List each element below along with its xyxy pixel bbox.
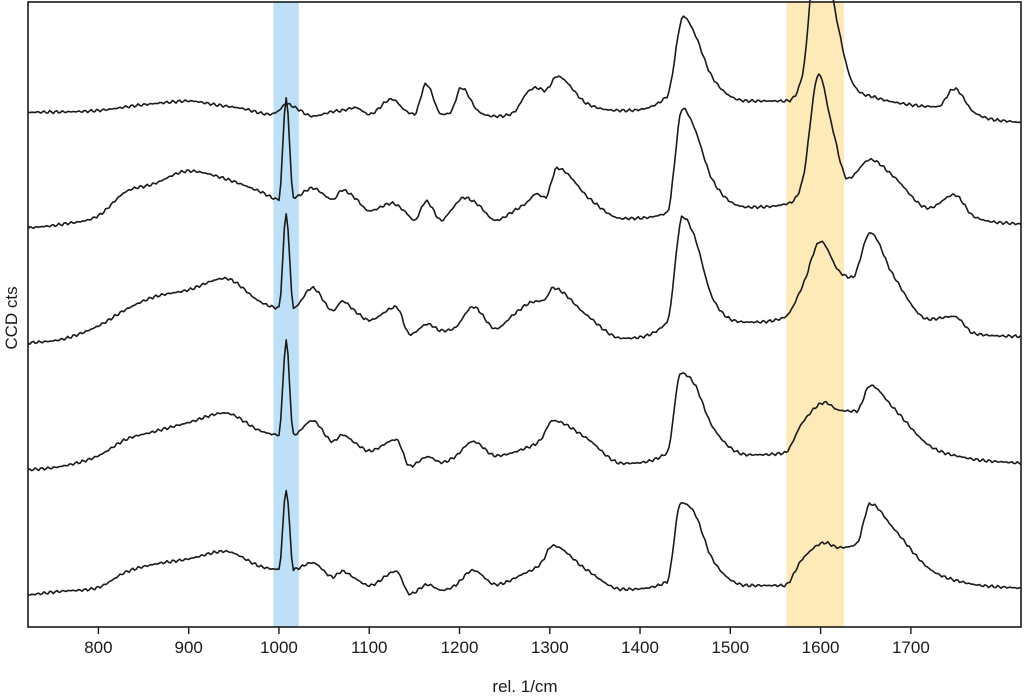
spectrum-line-1 <box>27 0 1022 124</box>
spectrum-line-2 <box>27 73 1022 230</box>
x-tick-label: 1400 <box>621 638 659 657</box>
x-tick-label: 1300 <box>531 638 569 657</box>
spectrum-line-5 <box>27 489 1021 596</box>
highlight-band-1 <box>273 2 299 627</box>
x-axis-label: rel. 1/cm <box>492 677 557 696</box>
x-tick-label: 1000 <box>260 638 298 657</box>
plot-frame <box>27 1 1022 628</box>
x-tick-label: 800 <box>84 638 112 657</box>
x-tick-label: 1700 <box>892 638 930 657</box>
spectra-lines <box>27 0 1022 596</box>
highlight-band-2 <box>786 2 845 627</box>
x-axis-ticks: 800 900 1000 1100 1200 1300 1400 1500 1600 1700 <box>84 627 930 657</box>
x-tick-label: 900 <box>174 638 202 657</box>
x-tick-label: 1600 <box>802 638 840 657</box>
x-tick-label: 1100 <box>351 638 388 657</box>
spectrum-line-3 <box>27 213 1022 346</box>
x-tick-label: 1200 <box>441 638 479 657</box>
spectrum-line-4 <box>27 339 1022 472</box>
x-tick-label: 1500 <box>711 638 749 657</box>
y-axis-label: CCD cts <box>2 286 21 349</box>
